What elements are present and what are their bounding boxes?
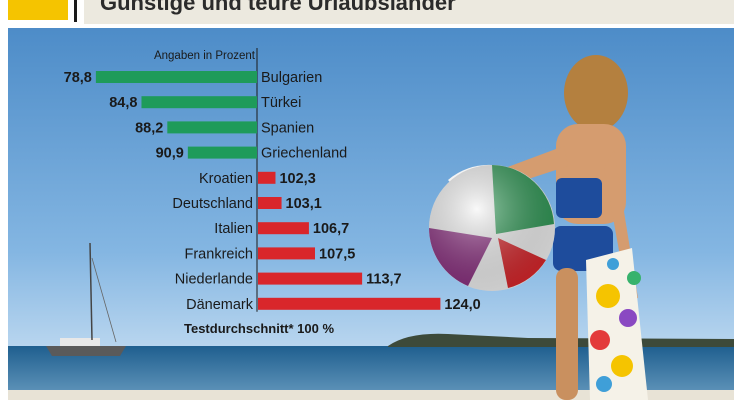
price-comparison-chart: Angaben in Prozent Bulgarien 78,8 Türkei 84… bbox=[64, 48, 481, 336]
category-label: Bulgarien bbox=[261, 70, 322, 86]
category-label: Kroatien bbox=[199, 171, 253, 187]
category-label: Dänemark bbox=[186, 297, 254, 313]
bar-frankreich bbox=[258, 247, 315, 260]
value-label: 88,2 bbox=[135, 120, 163, 136]
sailboat bbox=[46, 242, 126, 356]
category-label: Spanien bbox=[261, 120, 314, 136]
value-label: 113,7 bbox=[366, 272, 402, 288]
bar-italien bbox=[258, 222, 309, 235]
bar-spanien bbox=[167, 121, 257, 134]
value-label: 90,9 bbox=[156, 146, 184, 162]
header-accent-block bbox=[8, 0, 68, 20]
bar-deutschland bbox=[258, 197, 282, 209]
value-label: 84,8 bbox=[109, 95, 137, 111]
header-bar: Günstige und teure Urlaubsländer bbox=[0, 0, 740, 26]
baseline-label: Testdurchschnitt* 100 % bbox=[184, 321, 334, 336]
unit-note: Angaben in Prozent bbox=[154, 50, 256, 62]
value-label: 124,0 bbox=[444, 297, 480, 313]
category-label: Deutschland bbox=[172, 196, 253, 212]
header-divider bbox=[74, 0, 77, 22]
page-title: Günstige und teure Urlaubsländer bbox=[100, 0, 456, 15]
value-label: 106,7 bbox=[313, 221, 349, 237]
bar-türkei bbox=[141, 96, 257, 109]
bar-griechenland bbox=[187, 146, 257, 159]
bar-kroatien bbox=[258, 171, 276, 184]
category-label: Griechenland bbox=[261, 146, 347, 162]
bar-niederlande bbox=[258, 272, 363, 285]
value-label: 107,5 bbox=[319, 246, 355, 262]
category-label: Türkei bbox=[261, 95, 301, 111]
value-label: 103,1 bbox=[286, 196, 322, 212]
value-label: 102,3 bbox=[279, 171, 315, 187]
bar-bulgarien bbox=[95, 71, 257, 83]
towel bbox=[586, 248, 648, 400]
header-title-band bbox=[84, 0, 734, 24]
category-label: Italien bbox=[214, 221, 253, 237]
category-label: Frankreich bbox=[185, 246, 254, 262]
beach-photo: Angaben in Prozent Bulgarien 78,8 Türkei 84… bbox=[8, 28, 734, 400]
category-label: Niederlande bbox=[175, 272, 253, 288]
bar-dänemark bbox=[258, 297, 441, 310]
beach-ball bbox=[429, 164, 555, 291]
value-label: 78,8 bbox=[64, 70, 92, 86]
